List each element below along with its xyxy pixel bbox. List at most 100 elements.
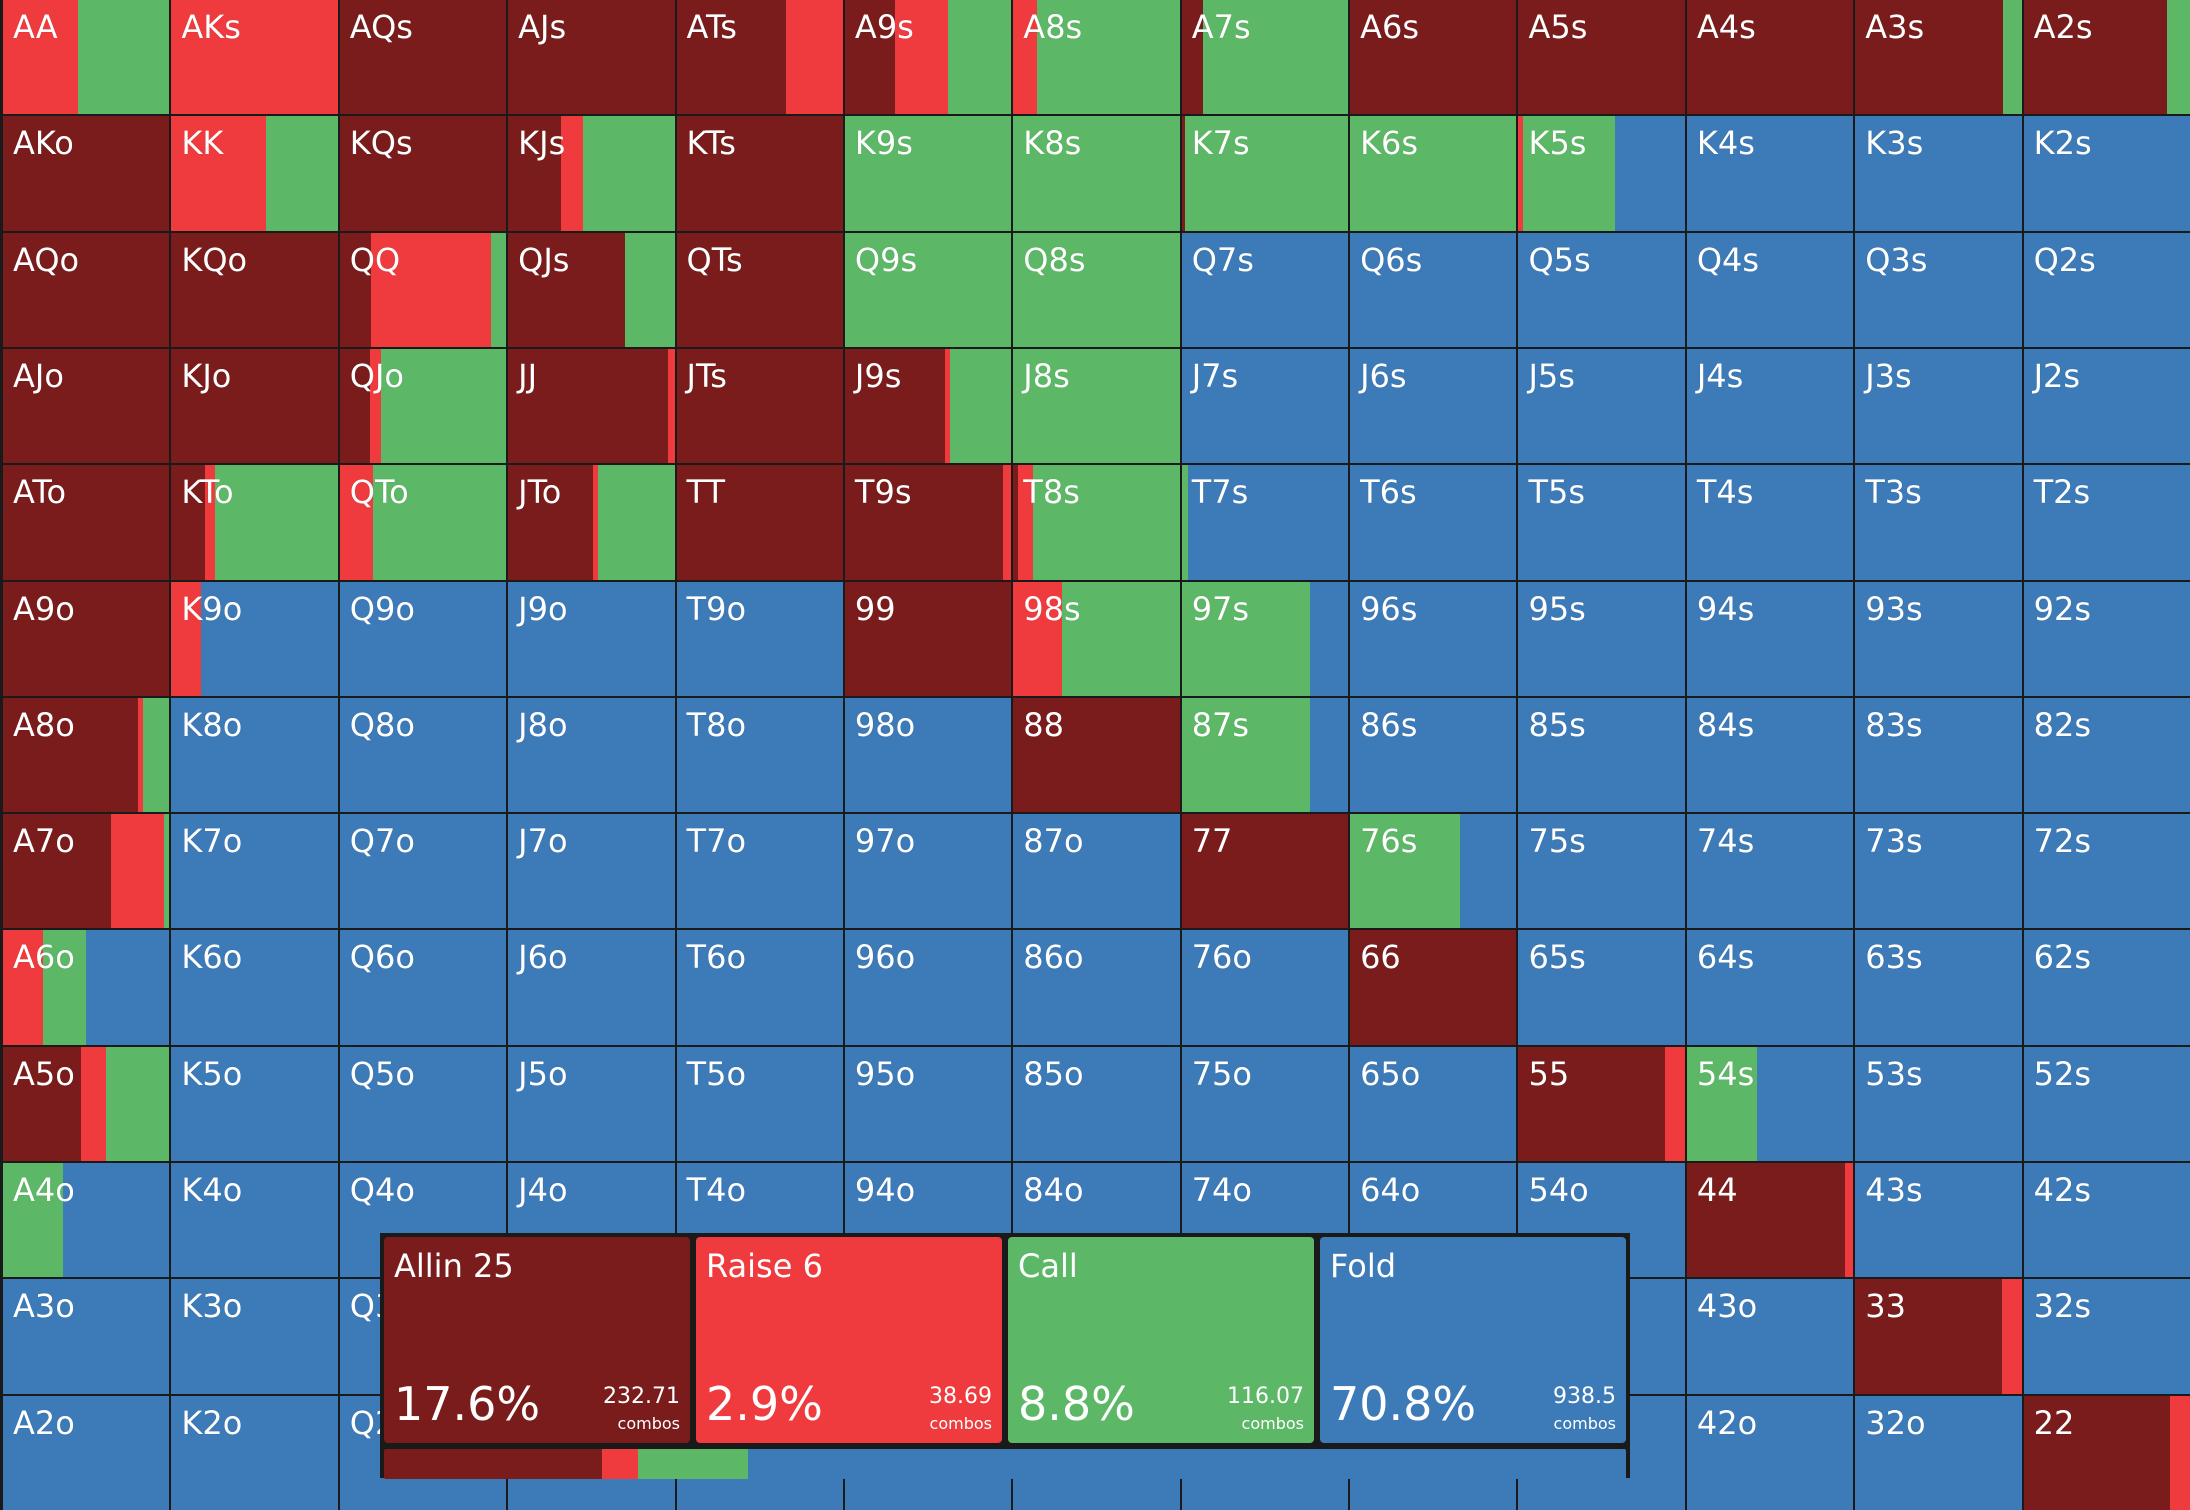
hand-cell[interactable]: T5o (676, 1046, 843, 1162)
hand-cell[interactable]: T5s (1518, 465, 1685, 580)
hand-cell[interactable]: 43o (1686, 1279, 1854, 1394)
hand-cell[interactable]: 53s (1855, 1046, 2022, 1162)
hand-cell[interactable]: T9o (676, 581, 843, 696)
hand-cell[interactable]: 96s (1350, 581, 1517, 696)
hand-cell[interactable]: A5s (1518, 0, 1685, 115)
hand-cell[interactable]: AA (3, 0, 170, 115)
hand-cell[interactable]: 66 (1350, 930, 1517, 1045)
hand-cell[interactable]: A7o (3, 814, 170, 929)
hand-cell[interactable]: 99 (844, 581, 1012, 696)
hand-cell[interactable]: AKs (171, 0, 338, 115)
hand-cell[interactable]: 73s (1855, 814, 2022, 929)
hand-cell[interactable]: 65o (1350, 1046, 1517, 1162)
hand-cell[interactable]: J4s (1686, 348, 1854, 464)
hand-cell[interactable]: T4s (1686, 465, 1854, 580)
hand-cell[interactable]: K8o (171, 697, 338, 813)
hand-cell[interactable]: AQo (3, 232, 170, 347)
hand-cell[interactable]: Q5s (1518, 232, 1685, 347)
hand-cell[interactable]: 87o (1013, 814, 1180, 929)
hand-cell[interactable]: ATs (676, 0, 843, 115)
hand-cell[interactable]: 32s (2023, 1279, 2190, 1394)
hand-cell[interactable]: 42s (2023, 1163, 2190, 1278)
hand-cell[interactable]: J8s (1013, 348, 1180, 464)
hand-cell[interactable]: QTo (339, 465, 507, 580)
hand-cell[interactable]: J3s (1855, 348, 2022, 464)
hand-cell[interactable]: K4s (1686, 116, 1854, 231)
hand-cell[interactable]: 87s (1181, 697, 1349, 813)
hand-cell[interactable]: Q6s (1350, 232, 1517, 347)
hand-cell[interactable]: AJs (508, 0, 675, 115)
hand-cell[interactable]: 95s (1518, 581, 1685, 696)
action-box-fold[interactable]: Fold 70.8% 938.5 combos (1320, 1237, 1626, 1443)
hand-cell[interactable]: K8s (1013, 116, 1180, 231)
hand-cell[interactable]: K2s (2023, 116, 2190, 231)
hand-cell[interactable]: 42o (1686, 1395, 1854, 1510)
hand-cell[interactable]: A3s (1855, 0, 2022, 115)
hand-cell[interactable]: 85o (1013, 1046, 1180, 1162)
hand-cell[interactable]: J6o (508, 930, 675, 1045)
hand-cell[interactable]: A2s (2023, 0, 2190, 115)
hand-cell[interactable]: Q8s (1013, 232, 1180, 347)
hand-cell[interactable]: 76s (1350, 814, 1517, 929)
hand-cell[interactable]: AJo (3, 348, 170, 464)
hand-cell[interactable]: T6s (1350, 465, 1517, 580)
hand-cell[interactable]: Q4s (1686, 232, 1854, 347)
hand-cell[interactable]: A8o (3, 697, 170, 813)
hand-cell[interactable]: JJ (508, 348, 675, 464)
hand-cell[interactable]: 43s (1855, 1163, 2022, 1278)
hand-cell[interactable]: A7s (1181, 0, 1349, 115)
hand-cell[interactable]: JTo (508, 465, 675, 580)
hand-cell[interactable]: 76o (1181, 930, 1349, 1045)
hand-cell[interactable]: QJs (508, 232, 675, 347)
hand-cell[interactable]: T9s (844, 465, 1012, 580)
hand-cell[interactable]: 22 (2023, 1395, 2190, 1510)
hand-cell[interactable]: 93s (1855, 581, 2022, 696)
hand-cell[interactable]: 75s (1518, 814, 1685, 929)
hand-cell[interactable]: A9s (844, 0, 1012, 115)
action-box-call[interactable]: Call 8.8% 116.07 combos (1008, 1237, 1314, 1443)
hand-cell[interactable]: J2s (2023, 348, 2190, 464)
hand-cell[interactable]: 55 (1518, 1046, 1685, 1162)
hand-cell[interactable]: ATo (3, 465, 170, 580)
hand-cell[interactable]: T2s (2023, 465, 2190, 580)
hand-cell[interactable]: K7s (1181, 116, 1349, 231)
hand-cell[interactable]: 82s (2023, 697, 2190, 813)
hand-cell[interactable]: QJo (339, 348, 507, 464)
hand-cell[interactable]: 98o (844, 697, 1012, 813)
hand-cell[interactable]: K7o (171, 814, 338, 929)
hand-cell[interactable]: 84s (1686, 697, 1854, 813)
hand-cell[interactable]: 95o (844, 1046, 1012, 1162)
hand-cell[interactable]: J9o (508, 581, 675, 696)
hand-cell[interactable]: KTo (171, 465, 338, 580)
hand-cell[interactable]: K4o (171, 1163, 338, 1278)
hand-cell[interactable]: J7o (508, 814, 675, 929)
hand-cell[interactable]: K3o (171, 1279, 338, 1394)
hand-cell[interactable]: K6o (171, 930, 338, 1045)
hand-cell[interactable]: T3s (1855, 465, 2022, 580)
hand-cell[interactable]: Q8o (339, 697, 507, 813)
hand-cell[interactable]: 52s (2023, 1046, 2190, 1162)
hand-cell[interactable]: K9s (844, 116, 1012, 231)
hand-cell[interactable]: A6o (3, 930, 170, 1045)
hand-cell[interactable]: QQ (339, 232, 507, 347)
hand-cell[interactable]: 33 (1855, 1279, 2022, 1394)
hand-cell[interactable]: J8o (508, 697, 675, 813)
hand-cell[interactable]: T6o (676, 930, 843, 1045)
hand-cell[interactable]: J6s (1350, 348, 1517, 464)
hand-cell[interactable]: QTs (676, 232, 843, 347)
hand-cell[interactable]: J5o (508, 1046, 675, 1162)
hand-cell[interactable]: A3o (3, 1279, 170, 1394)
hand-cell[interactable]: 32o (1855, 1395, 2022, 1510)
hand-cell[interactable]: 85s (1518, 697, 1685, 813)
hand-cell[interactable]: Q7o (339, 814, 507, 929)
hand-cell[interactable]: K5s (1518, 116, 1685, 231)
hand-cell[interactable]: Q3s (1855, 232, 2022, 347)
hand-cell[interactable]: 86o (1013, 930, 1180, 1045)
hand-cell[interactable]: T8s (1013, 465, 1180, 580)
hand-cell[interactable]: 65s (1518, 930, 1685, 1045)
hand-cell[interactable]: AKo (3, 116, 170, 231)
hand-cell[interactable]: 77 (1181, 814, 1349, 929)
hand-cell[interactable]: A2o (3, 1395, 170, 1510)
hand-cell[interactable]: K6s (1350, 116, 1517, 231)
hand-cell[interactable]: J7s (1181, 348, 1349, 464)
